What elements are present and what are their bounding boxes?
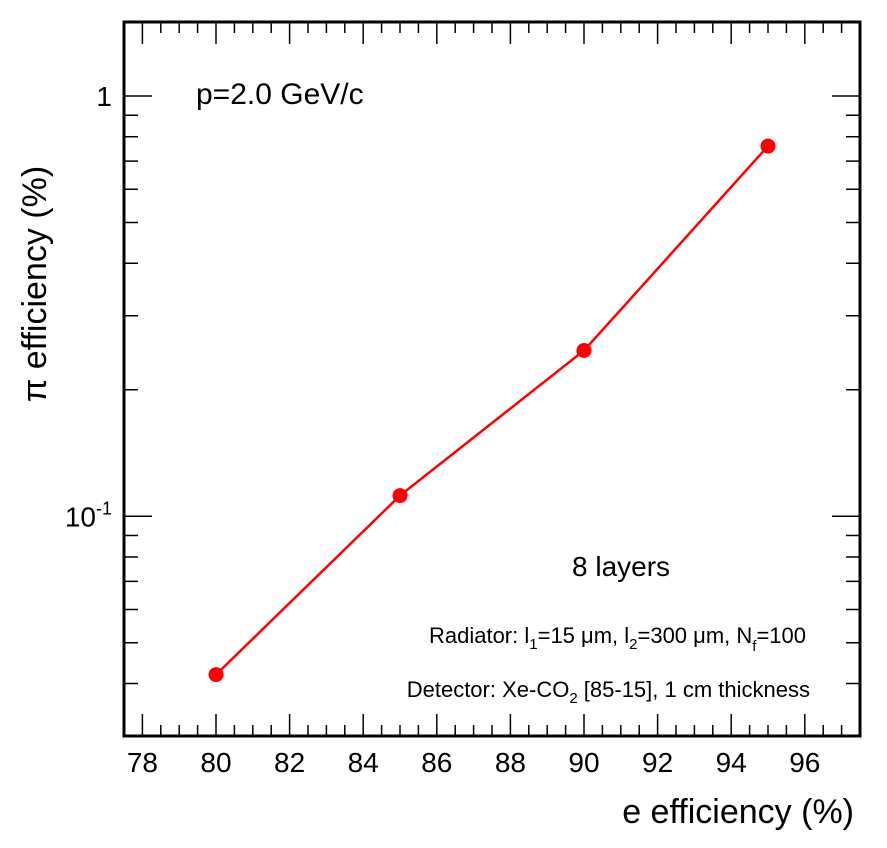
y-tick-label-base: 1 — [96, 81, 112, 112]
x-tick-labels: 78 80 82 84 86 88 90 92 94 96 — [127, 747, 821, 778]
x-axis-title: e efficiency (%) — [622, 793, 854, 831]
detector-sub: 2 — [569, 690, 577, 707]
x-tick-label: 82 — [274, 747, 305, 778]
x-tick-label: 88 — [495, 747, 526, 778]
x-tick-label: 84 — [348, 747, 379, 778]
y-tick-labels: 1 10-1 — [65, 81, 112, 532]
y-tick-label-base: 10 — [65, 501, 96, 532]
x-tick-label: 92 — [642, 747, 673, 778]
x-tick-label: 80 — [200, 747, 231, 778]
y-tick-label: 10-1 — [65, 498, 112, 532]
x-tick-label: 94 — [716, 747, 747, 778]
layers-label: 8 layers — [572, 551, 670, 582]
detector-label: Detector: Xe-CO2 [85-15], 1 cm thickness — [407, 677, 810, 707]
data-point — [208, 667, 224, 683]
radiator-prefix: Radiator: l — [429, 623, 529, 648]
y-tick-label-exponent: -1 — [96, 498, 112, 518]
radiator-suffix: =100 — [756, 623, 806, 648]
y-axis-title: π efficiency (%) — [16, 166, 54, 402]
detector-suffix: [85-15], 1 cm thickness — [578, 677, 810, 702]
detector-prefix: Detector: Xe-CO — [407, 677, 570, 702]
x-tick-label: 86 — [421, 747, 452, 778]
series-layer — [208, 138, 776, 683]
x-tick-label: 96 — [789, 747, 820, 778]
radiator-sub1: 1 — [529, 636, 537, 653]
series-line — [215, 145, 769, 676]
x-tick-label: 90 — [568, 747, 599, 778]
y-tick-label: 1 — [96, 81, 112, 112]
data-point — [576, 342, 592, 358]
radiator-mid1: =15 μm, l — [538, 623, 630, 648]
plot-frame — [122, 20, 862, 738]
radiator-sub2: 2 — [629, 636, 637, 653]
x-tick-label: 78 — [127, 747, 158, 778]
radiator-mid2: =300 μm, N — [637, 623, 752, 648]
radiator-sub3: f — [752, 638, 757, 655]
radiator-label: Radiator: l1=15 μm, l2=300 μm, Nf=100 — [429, 623, 806, 655]
data-point — [392, 488, 408, 504]
data-point — [760, 138, 776, 154]
momentum-label: p=2.0 GeV/c — [196, 78, 364, 111]
